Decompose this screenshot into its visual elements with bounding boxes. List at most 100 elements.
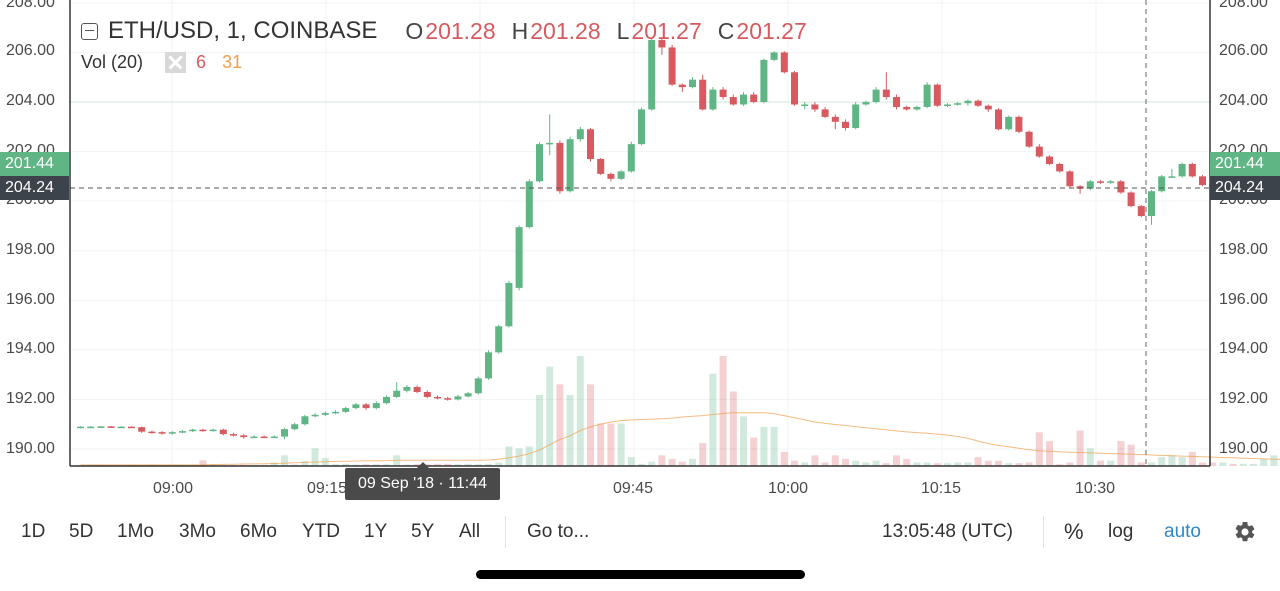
range-5d-button[interactable]: 5D — [69, 521, 94, 542]
volume-label[interactable]: Vol (20) — [81, 52, 144, 72]
low-value: 201.27 — [631, 17, 702, 44]
y-tick-208: 208.00 — [6, 0, 55, 11]
volume-bar — [270, 462, 278, 466]
range-all-button[interactable]: All — [459, 521, 481, 542]
volume-bar — [1025, 462, 1033, 466]
candle-body — [1056, 163, 1064, 172]
candle-body — [791, 72, 798, 105]
minus-square-icon[interactable] — [81, 22, 98, 40]
candle-body — [403, 387, 411, 391]
volume-ma-line — [80, 412, 1280, 466]
y-tick-190: 190.00 — [6, 440, 55, 457]
y-tick-208-right: 208.00 — [1219, 0, 1268, 11]
candle-body — [464, 393, 472, 397]
go-to-button[interactable]: Go to... — [527, 521, 590, 542]
candle-body — [444, 398, 452, 400]
x-tick-1030: 10:30 — [1075, 480, 1116, 497]
percent-scale-button[interactable]: % — [1064, 519, 1084, 544]
candle-body — [423, 391, 431, 397]
volume-bar — [791, 460, 798, 466]
candle-body — [362, 404, 370, 409]
volume-bar — [658, 455, 666, 466]
candle-body — [607, 173, 615, 179]
volume-bar — [383, 464, 390, 466]
range-1d-button[interactable]: 1D — [21, 521, 46, 542]
volume-bar — [699, 442, 707, 466]
volume-bar — [627, 457, 635, 466]
high-value: 201.28 — [530, 17, 601, 44]
candle-body — [1097, 181, 1104, 183]
candle-body — [658, 40, 666, 48]
volume-bar — [842, 458, 849, 466]
volume-bar — [1127, 444, 1135, 466]
candle-body — [393, 390, 401, 397]
crosshair-price-tag-left: 204.24 — [0, 176, 69, 200]
volume-bar — [760, 426, 768, 466]
auto-scale-button[interactable]: auto — [1164, 521, 1201, 542]
volume-bar — [811, 455, 819, 466]
volume-bar — [689, 458, 696, 466]
volume-bar — [1168, 455, 1176, 466]
candle-body — [913, 106, 921, 110]
candle-body — [1107, 181, 1115, 183]
range-1mo-button[interactable]: 1Mo — [117, 521, 154, 542]
range-1y-button[interactable]: 1Y — [364, 521, 388, 542]
y-tick-192: 192.00 — [6, 390, 55, 407]
y-tick-198-right: 198.00 — [1219, 241, 1268, 258]
candle-body — [678, 84, 686, 88]
volume-bar — [678, 461, 686, 466]
open-value: 201.28 — [425, 17, 496, 44]
y-tick-196-right: 196.00 — [1219, 291, 1268, 308]
volume-bar — [913, 462, 921, 466]
symbol-label[interactable]: ETH/USD, 1, COINBASE — [108, 17, 378, 44]
candle-body — [1025, 131, 1033, 147]
chart-pane[interactable]: 208.00 206.00 204.00 202.00 200.00 198.0… — [0, 0, 1280, 467]
gear-icon[interactable] — [1233, 520, 1257, 544]
candle-body — [801, 104, 809, 106]
volume-bar — [1270, 455, 1278, 466]
volume-bar — [1199, 462, 1206, 466]
volume-bar — [566, 395, 574, 466]
candle-body — [1066, 171, 1074, 187]
log-scale-button[interactable]: log — [1108, 521, 1134, 542]
volume-bar — [209, 464, 217, 466]
candle-body — [546, 142, 554, 145]
candle-body — [995, 109, 1002, 130]
candle-body — [627, 144, 635, 172]
y-tick-206: 206.00 — [6, 42, 55, 59]
candle-body — [587, 129, 594, 160]
volume-bar — [923, 462, 931, 466]
candle-body — [893, 97, 900, 107]
close-key: C — [717, 17, 735, 44]
range-5y-button[interactable]: 5Y — [411, 521, 435, 542]
volume-bar — [556, 384, 564, 466]
volume-bar — [770, 426, 778, 466]
volume-bar — [1219, 462, 1227, 466]
candle-body — [984, 105, 992, 110]
x-tick-1015: 10:15 — [921, 480, 962, 497]
candle-body — [638, 109, 645, 145]
price-chart[interactable] — [0, 0, 1280, 467]
high-key: H — [511, 17, 529, 44]
candle-body — [270, 436, 278, 439]
range-6mo-button[interactable]: 6Mo — [240, 521, 277, 542]
volume-bar — [1158, 457, 1166, 466]
close-icon[interactable] — [165, 52, 187, 73]
x-tick-1000: 10:00 — [768, 480, 809, 497]
volume-bar — [1097, 460, 1104, 466]
candle-body — [597, 159, 605, 174]
y-tick-198: 198.00 — [6, 241, 55, 258]
candle-body — [1188, 163, 1196, 177]
candle-body — [729, 97, 737, 105]
range-ytd-button[interactable]: YTD — [302, 521, 340, 542]
volume-bar — [1066, 462, 1074, 466]
volume-bar — [944, 463, 951, 466]
range-3mo-button[interactable]: 3Mo — [179, 521, 216, 542]
candle-body — [944, 104, 951, 106]
utc-clock[interactable]: 13:05:48 (UTC) — [882, 521, 1013, 542]
candle-body — [872, 89, 880, 102]
volume-bar — [882, 463, 890, 466]
candles — [77, 37, 1278, 440]
volume-bar — [964, 462, 972, 466]
series-legend: ETH/USD, 1, COINBASE O 201.28 H 201.28 L 20… — [81, 14, 823, 48]
